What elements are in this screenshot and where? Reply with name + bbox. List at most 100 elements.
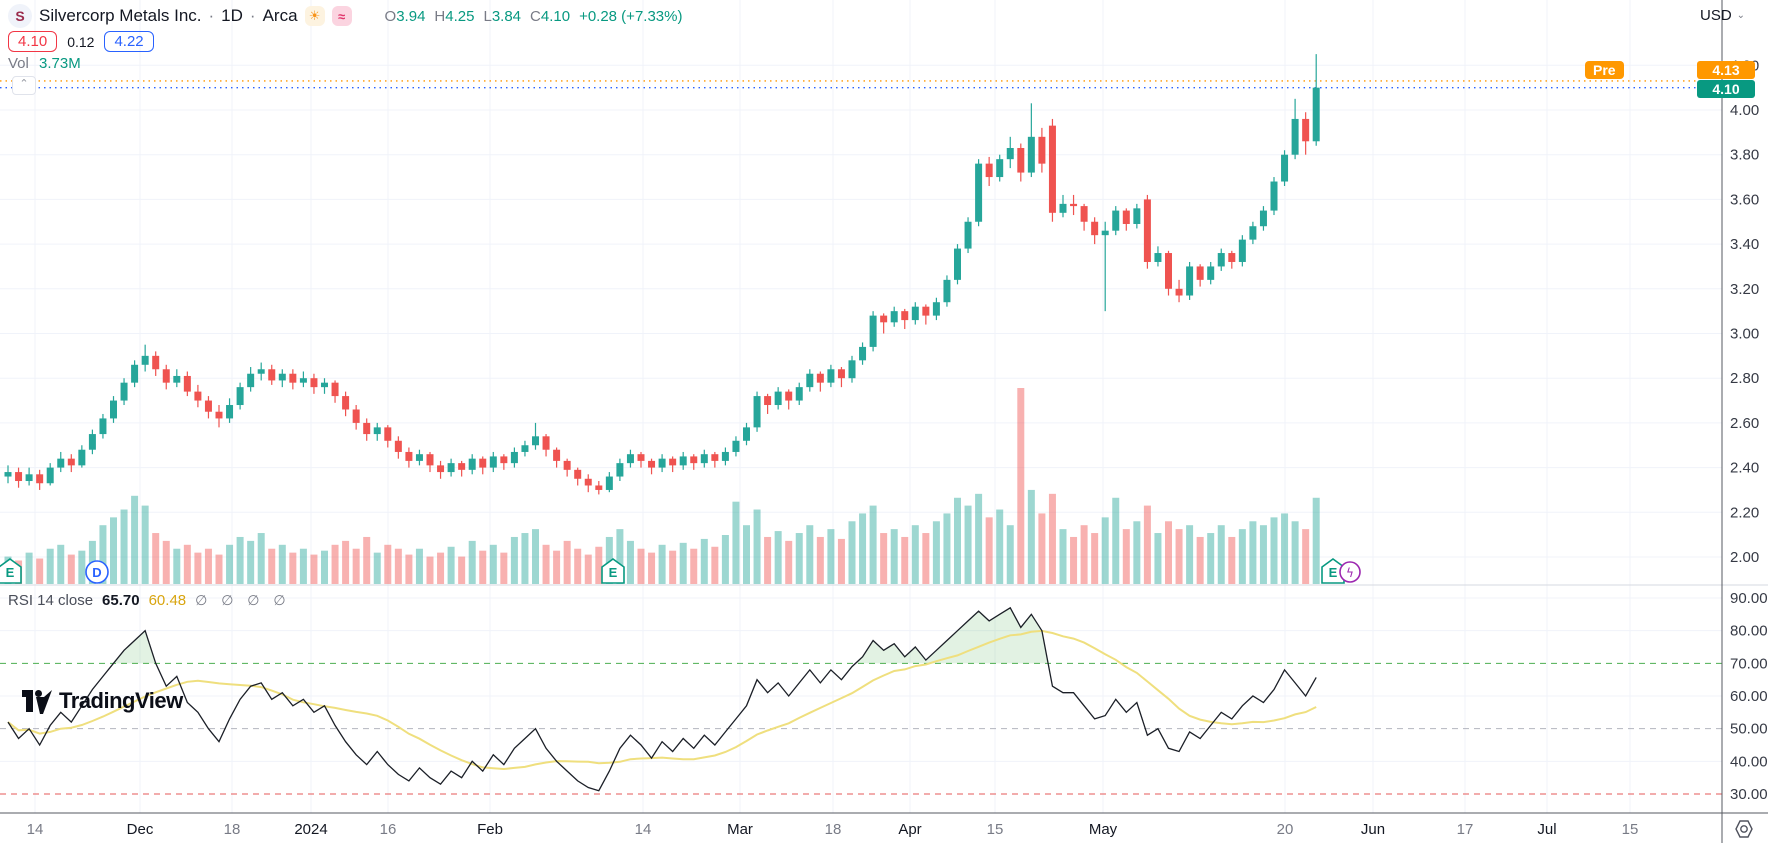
candle [1112, 210, 1120, 231]
volume-bar [1070, 536, 1078, 584]
candle [1006, 147, 1014, 160]
candle [1080, 206, 1088, 222]
volume-bar [785, 540, 793, 584]
svg-text:3.60: 3.60 [1730, 191, 1759, 208]
volume-bar [521, 533, 529, 584]
candle [120, 382, 128, 401]
candle [954, 248, 961, 280]
candle [110, 400, 117, 419]
volume-bar [141, 505, 149, 584]
candle [1312, 87, 1320, 142]
candle [1186, 266, 1194, 296]
dividend-badge [85, 560, 109, 584]
volume-bar [753, 509, 761, 584]
candle [152, 355, 160, 370]
candle [278, 373, 286, 381]
candle [99, 418, 107, 435]
candle [648, 460, 656, 468]
volume-label: Vol [8, 55, 29, 72]
symbol-logo[interactable]: S [8, 4, 32, 28]
sell-button[interactable]: 4.10 [8, 31, 58, 52]
volume-bar [226, 544, 234, 584]
timezone-settings-button[interactable] [1733, 819, 1755, 843]
symbol-name[interactable]: Silvercorp Metals Inc. [39, 6, 202, 25]
volume-bar [447, 546, 455, 584]
volume-bar [669, 550, 677, 584]
candle [827, 369, 835, 383]
buy-button[interactable]: 4.22 [104, 31, 154, 52]
volume-bar [99, 525, 107, 584]
candle [626, 454, 634, 464]
volume-bar [880, 533, 888, 584]
volume-bar [257, 533, 265, 584]
svg-text:May: May [1089, 821, 1118, 838]
volume-bar [1038, 513, 1046, 584]
open-value: 3.94 [396, 7, 426, 25]
spread-value: 0.12 [67, 33, 95, 50]
volume-bar [595, 546, 603, 584]
volume-bar [278, 544, 286, 584]
svg-text:3.20: 3.20 [1730, 281, 1759, 298]
volume-bar [679, 542, 687, 584]
volume-bar [426, 556, 434, 584]
candle [1059, 203, 1067, 213]
volume-bar [1080, 525, 1088, 584]
volume-bar [901, 536, 909, 584]
candle [67, 458, 75, 466]
candle [299, 378, 307, 383]
close-label: C [530, 7, 541, 25]
candle [669, 458, 677, 466]
volume-bar [1048, 493, 1056, 584]
candle [1048, 125, 1056, 213]
volume-bar [1143, 505, 1151, 584]
volume-bar [774, 531, 782, 584]
volume-bar [932, 521, 940, 584]
svg-text:2.00: 2.00 [1730, 549, 1759, 566]
candle [542, 436, 550, 450]
volume-bar [542, 544, 550, 584]
candle [510, 451, 518, 464]
svg-text:50.00: 50.00 [1730, 721, 1768, 738]
volume-bar [553, 550, 561, 584]
volume-bar [975, 493, 983, 584]
candle [985, 163, 993, 178]
volume-bar [859, 513, 867, 584]
candle [859, 346, 867, 361]
svg-text:15: 15 [1622, 821, 1639, 838]
candle [743, 427, 750, 441]
volume-bar [120, 509, 128, 584]
candle [658, 458, 666, 468]
volume-bar [458, 556, 466, 584]
currency-dropdown[interactable]: USD ⌄ [1700, 7, 1745, 24]
tradingview-logo[interactable]: TradingView [22, 688, 183, 714]
svg-text:D: D [92, 565, 101, 580]
candle [310, 378, 318, 388]
candle [415, 454, 423, 461]
interval-label[interactable]: 1D [221, 6, 243, 25]
rsi-hidden-values: ∅ ∅ ∅ ∅ [195, 592, 291, 608]
volume-bar [700, 538, 708, 584]
rsi-legend[interactable]: RSI 14 close 65.70 60.48 ∅ ∅ ∅ ∅ [8, 592, 291, 609]
rsi-ma-value: 60.48 [148, 592, 187, 609]
approx-wave-icon: ≈ [331, 6, 352, 26]
volume-bar [110, 517, 117, 584]
candle [1249, 226, 1257, 240]
svg-text:80.00: 80.00 [1730, 623, 1768, 640]
time-axis-labels[interactable]: 14 Dec 18 2024 16 Feb 14 Mar 18 Apr 15 May 20 Jun 17 Ju… [27, 821, 1639, 838]
svg-text:2.80: 2.80 [1730, 370, 1759, 387]
volume-bar [1017, 388, 1025, 584]
collapse-pane-button[interactable]: ⌃ [12, 76, 36, 95]
svg-text:18: 18 [224, 821, 241, 838]
candle [4, 472, 12, 477]
symbol-header[interactable]: S Silvercorp Metals Inc. · 1D · Arca ☀ ≈… [8, 4, 682, 28]
price-axis-labels[interactable]: 4.204.003.803.603.403.203.002.802.602.40… [1730, 57, 1768, 803]
exchange-label[interactable]: Arca [262, 6, 298, 25]
volume-bar [36, 558, 44, 584]
volume-bar [194, 552, 202, 584]
volume-bar [321, 550, 328, 584]
svg-text:Jul: Jul [1537, 821, 1556, 838]
volume-bar [183, 544, 191, 584]
